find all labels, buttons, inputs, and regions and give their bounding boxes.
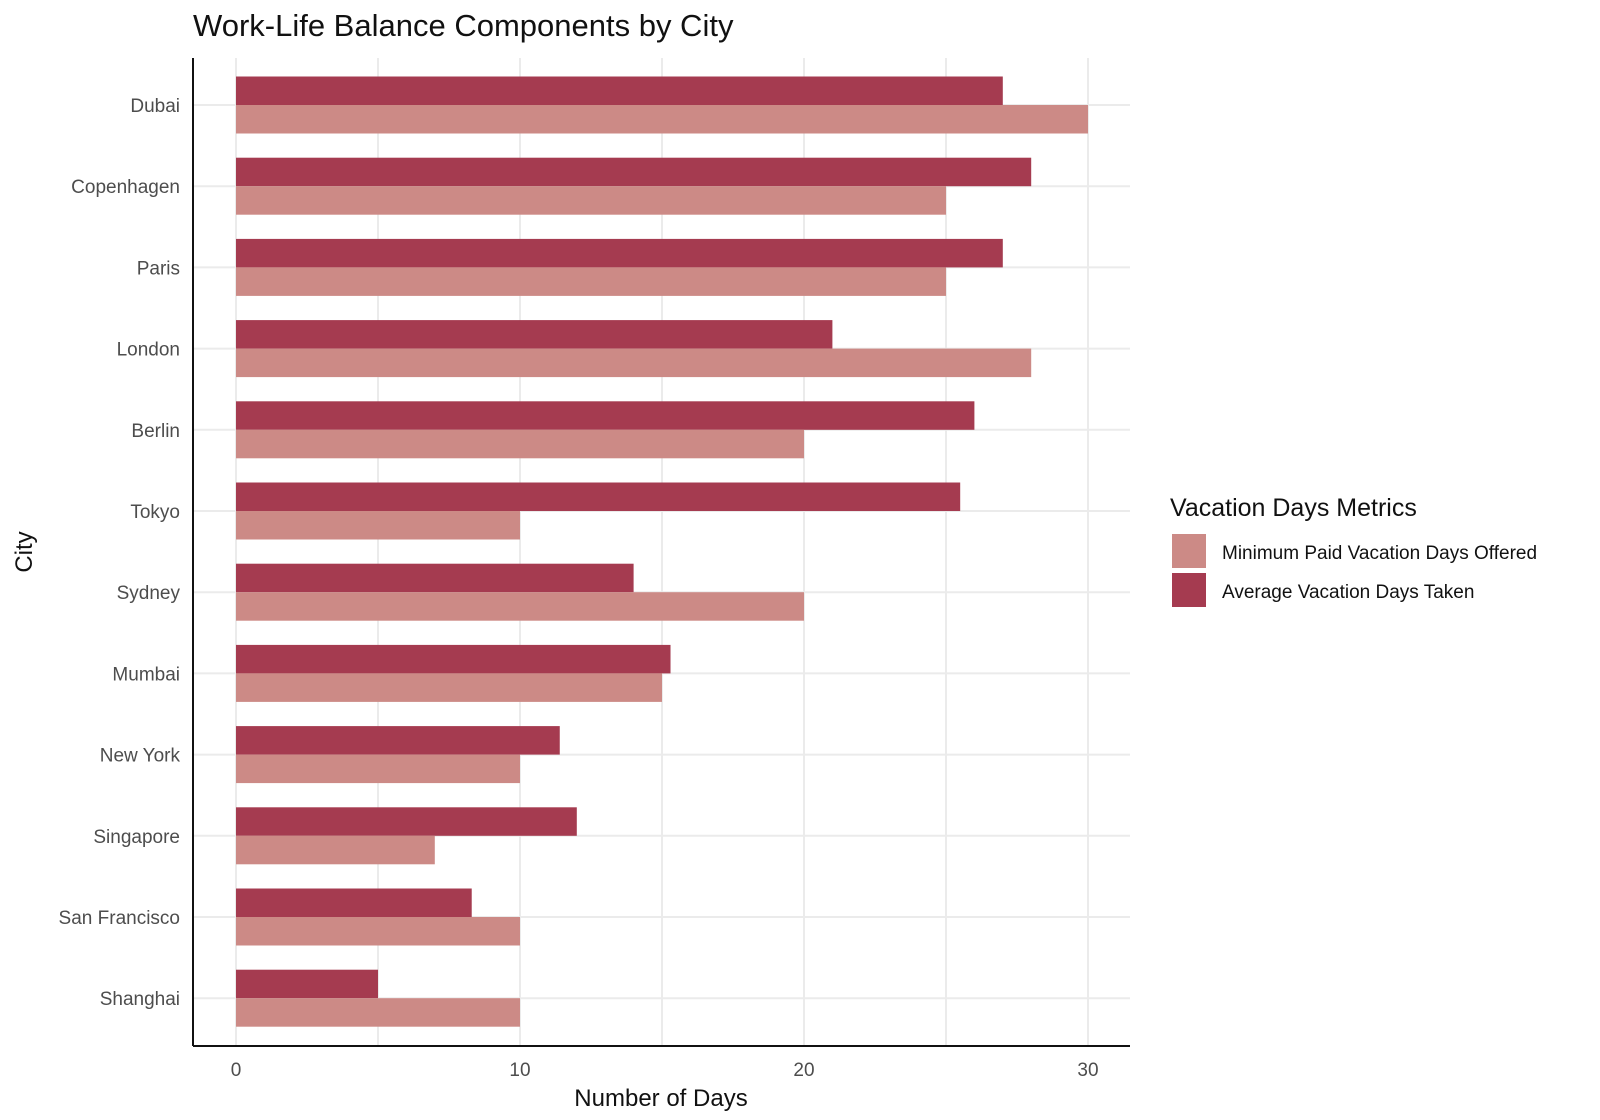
y-tick-label-berlin: Berlin: [131, 421, 180, 442]
legend-swatch-minimum-offered: [1172, 534, 1206, 568]
y-tick-label-san-francisco: San Francisco: [59, 908, 180, 929]
legend-label-average-taken: Average Vacation Days Taken: [1222, 582, 1474, 603]
bar-average-taken-san-francisco: [236, 888, 472, 917]
bar-average-taken-shanghai: [236, 969, 378, 999]
bar-minimum-offered-paris: [236, 267, 946, 296]
bar-average-taken-dubai: [236, 76, 1003, 105]
y-tick-label-sydney: Sydney: [117, 583, 181, 604]
y-tick-label-paris: Paris: [137, 258, 180, 279]
x-tick-label-10: 10: [509, 1060, 530, 1081]
y-tick-label-shanghai: Shanghai: [100, 989, 180, 1010]
bar-minimum-offered-berlin: [236, 429, 804, 459]
chart-title: Work-Life Balance Components by City: [193, 8, 734, 43]
bar-average-taken-london: [236, 320, 833, 349]
y-tick-labels: Dubai Copenhagen Paris London Berlin Tokyo Syd…: [59, 96, 181, 1010]
y-tick-label-copenhagen: Copenhagen: [71, 177, 180, 198]
x-tick-label-20: 20: [793, 1060, 814, 1081]
y-tick-label-tokyo: Tokyo: [130, 502, 180, 523]
bar-minimum-offered-dubai: [236, 105, 1088, 134]
legend-swatch-average-taken: [1172, 573, 1206, 607]
x-tick-label-30: 30: [1077, 1060, 1098, 1081]
bar-average-taken-berlin: [236, 401, 975, 430]
bar-average-taken-singapore: [236, 807, 577, 836]
x-axis-title: Number of Days: [574, 1085, 747, 1112]
bar-minimum-offered-shanghai: [236, 998, 520, 1027]
bar-minimum-offered-san-francisco: [236, 917, 520, 946]
y-tick-label-mumbai: Mumbai: [112, 664, 180, 685]
y-tick-label-singapore: Singapore: [93, 827, 180, 848]
y-tick-label-london: London: [117, 340, 180, 361]
bar-average-taken-paris: [236, 238, 1003, 268]
bar-minimum-offered-mumbai: [236, 673, 662, 702]
y-tick-label-dubai: Dubai: [130, 96, 180, 117]
bar-minimum-offered-sydney: [236, 592, 804, 621]
y-tick-label-new-york: New York: [100, 746, 181, 767]
bar-average-taken-tokyo: [236, 482, 961, 511]
bars: [236, 76, 1088, 1027]
bar-minimum-offered-tokyo: [236, 511, 520, 540]
legend: Vacation Days Metrics Minimum Paid Vacat…: [1170, 494, 1537, 607]
bar-average-taken-sydney: [236, 563, 634, 593]
bar-average-taken-mumbai: [236, 644, 671, 674]
bar-average-taken-new-york: [236, 726, 560, 755]
bar-minimum-offered-london: [236, 348, 1032, 378]
bar-minimum-offered-new-york: [236, 754, 520, 784]
bar-minimum-offered-copenhagen: [236, 186, 946, 215]
y-axis-title: City: [11, 531, 38, 572]
x-tick-label-0: 0: [231, 1060, 242, 1081]
legend-title: Vacation Days Metrics: [1170, 494, 1417, 522]
bar-average-taken-copenhagen: [236, 157, 1032, 187]
x-tick-labels: 0 10 20 30: [231, 1060, 1099, 1081]
legend-label-minimum-offered: Minimum Paid Vacation Days Offered: [1222, 543, 1537, 564]
bar-minimum-offered-singapore: [236, 835, 435, 865]
